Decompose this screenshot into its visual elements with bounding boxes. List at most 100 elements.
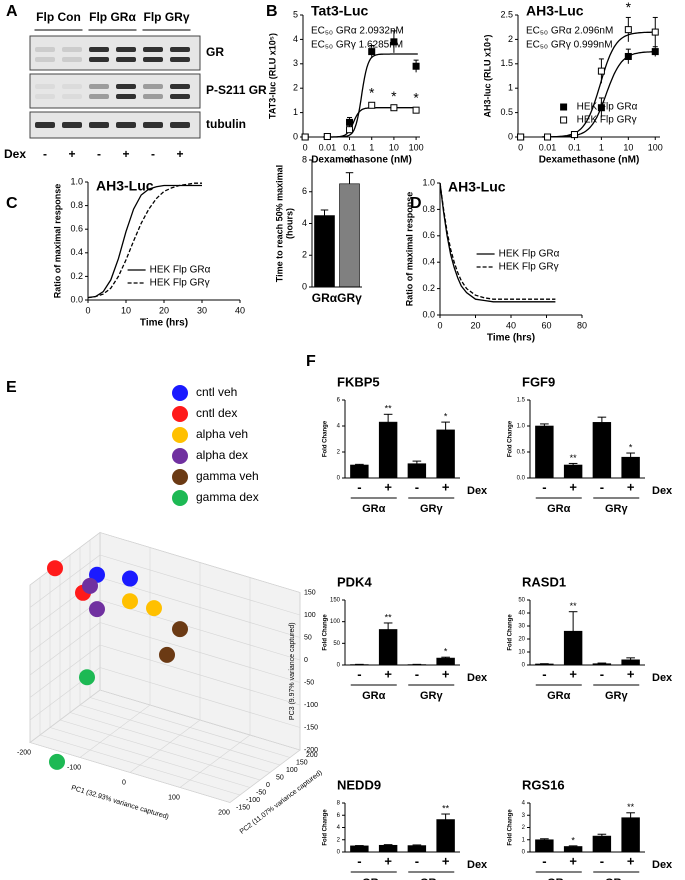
- band: [143, 122, 163, 128]
- significance: *: [444, 411, 448, 421]
- treatment-sign: -: [43, 147, 47, 161]
- x-tick-label: 10: [121, 305, 131, 315]
- treatment-label: Dex: [467, 859, 488, 871]
- y-tick-label: 5: [293, 9, 298, 19]
- data-point: [49, 753, 65, 770]
- y-tick-label: 3: [293, 58, 298, 68]
- y-axis-label: Fold Change: [508, 614, 514, 651]
- data-point: [346, 126, 354, 134]
- x-tick-label: 20: [470, 320, 480, 330]
- annotation: EC₅₀ GRγ 1.6285nM: [311, 40, 403, 51]
- y-tick-label: 200: [306, 752, 318, 759]
- x-tick-label: -: [600, 666, 604, 681]
- data-point: [368, 101, 376, 109]
- x-tick-label: 1: [369, 142, 374, 152]
- x-tick-label: +: [627, 853, 635, 868]
- y-tick-label: 0.5: [500, 107, 513, 117]
- y-tick-label: 0.0: [517, 476, 526, 482]
- band: [170, 47, 190, 52]
- y-axis-label: Fold Change: [508, 420, 514, 457]
- bar: [563, 846, 583, 853]
- grid-line: [99, 599, 301, 661]
- legend-label: alpha veh: [196, 427, 248, 441]
- y-tick-label: 30: [518, 624, 525, 630]
- y-tick-label: 0.4: [422, 257, 435, 267]
- bar: [350, 845, 369, 853]
- significance: *: [347, 154, 353, 170]
- grid-line: [89, 697, 291, 758]
- grid-line: [29, 532, 101, 586]
- data-point: [651, 48, 659, 56]
- significance: *: [571, 835, 575, 845]
- data-point: [597, 104, 605, 112]
- x-tick-label: -: [600, 479, 604, 494]
- y-tick-label: 10: [518, 650, 525, 656]
- y-axis-label: Fold Change: [508, 809, 514, 846]
- grid-line: [59, 719, 261, 781]
- treatment-label: Dex: [652, 672, 673, 684]
- y-tick-label: 2: [508, 34, 513, 44]
- data-point: [390, 38, 398, 46]
- chart-title: RASD1: [522, 574, 566, 589]
- lane-label: Flp Con: [36, 10, 81, 24]
- chart-title: NEDD9: [337, 777, 381, 792]
- blot-strip: [29, 35, 201, 71]
- significance: **: [385, 404, 393, 414]
- y-tick-label: -150: [236, 804, 250, 811]
- band: [116, 47, 136, 52]
- y-tick-label: 1.0: [517, 424, 526, 430]
- bar: [339, 183, 360, 288]
- bar: [436, 819, 455, 853]
- legend-label: HEK Flp GRα: [150, 265, 211, 276]
- chart-title: FGF9: [522, 374, 555, 389]
- y-tick-label: 20: [518, 637, 525, 643]
- panel-label: A: [6, 3, 18, 20]
- significance: *: [413, 89, 419, 105]
- significance: *: [626, 0, 632, 15]
- x-tick-label: GRγ: [337, 291, 362, 305]
- group-label: GRα: [362, 877, 386, 880]
- data-point: [146, 600, 162, 617]
- chart-title: Tat3-Luc: [311, 3, 369, 19]
- x-tick-label: -: [600, 853, 604, 868]
- y-tick-label: 0.6: [422, 230, 435, 240]
- legend-label: gamma dex: [196, 490, 259, 504]
- grid-line: [79, 704, 281, 766]
- y-axis-label: Time to reach 50% maximal: [274, 165, 284, 282]
- x-tick-label: 100: [409, 142, 424, 152]
- x-tick-label: 20: [159, 305, 169, 315]
- annotation: EC₅₀ GRγ 0.999nM: [526, 40, 613, 51]
- significance: *: [369, 85, 375, 101]
- legend-label: alpha dex: [196, 448, 248, 462]
- bar: [378, 844, 398, 853]
- band: [62, 94, 82, 99]
- y-tick-label: 0.8: [70, 200, 83, 210]
- grid-line: [99, 554, 301, 616]
- x-tick-label: +: [384, 479, 392, 494]
- y-axis-label: Fold Change: [323, 809, 329, 846]
- x-tick-label: 0: [122, 779, 126, 786]
- x-axis-label: Dexamethasone (nM): [539, 155, 640, 166]
- band: [62, 57, 82, 62]
- data-point: [517, 133, 525, 141]
- x-tick-label: 40: [235, 305, 245, 315]
- z-tick-label: 150: [304, 589, 316, 596]
- data-point: [82, 577, 98, 594]
- treatment-sign: -: [151, 147, 155, 161]
- band: [35, 94, 55, 99]
- data-point: [412, 62, 420, 70]
- x-tick-label: 80: [577, 320, 587, 330]
- band: [170, 57, 190, 62]
- y-tick-label: 4: [302, 218, 307, 228]
- data-point: [390, 104, 398, 112]
- x-tick-label: -: [542, 666, 546, 681]
- x-tick-label: 0: [303, 142, 308, 152]
- group-label: GRα: [547, 503, 571, 515]
- x-tick-label: GRα: [312, 291, 338, 305]
- band: [89, 57, 109, 62]
- lane-label: Flp GRα: [89, 10, 136, 24]
- x-tick-label: -: [357, 479, 361, 494]
- group-label: GRγ: [420, 503, 444, 515]
- panel-label: C: [6, 195, 18, 212]
- series-line: [439, 182, 556, 300]
